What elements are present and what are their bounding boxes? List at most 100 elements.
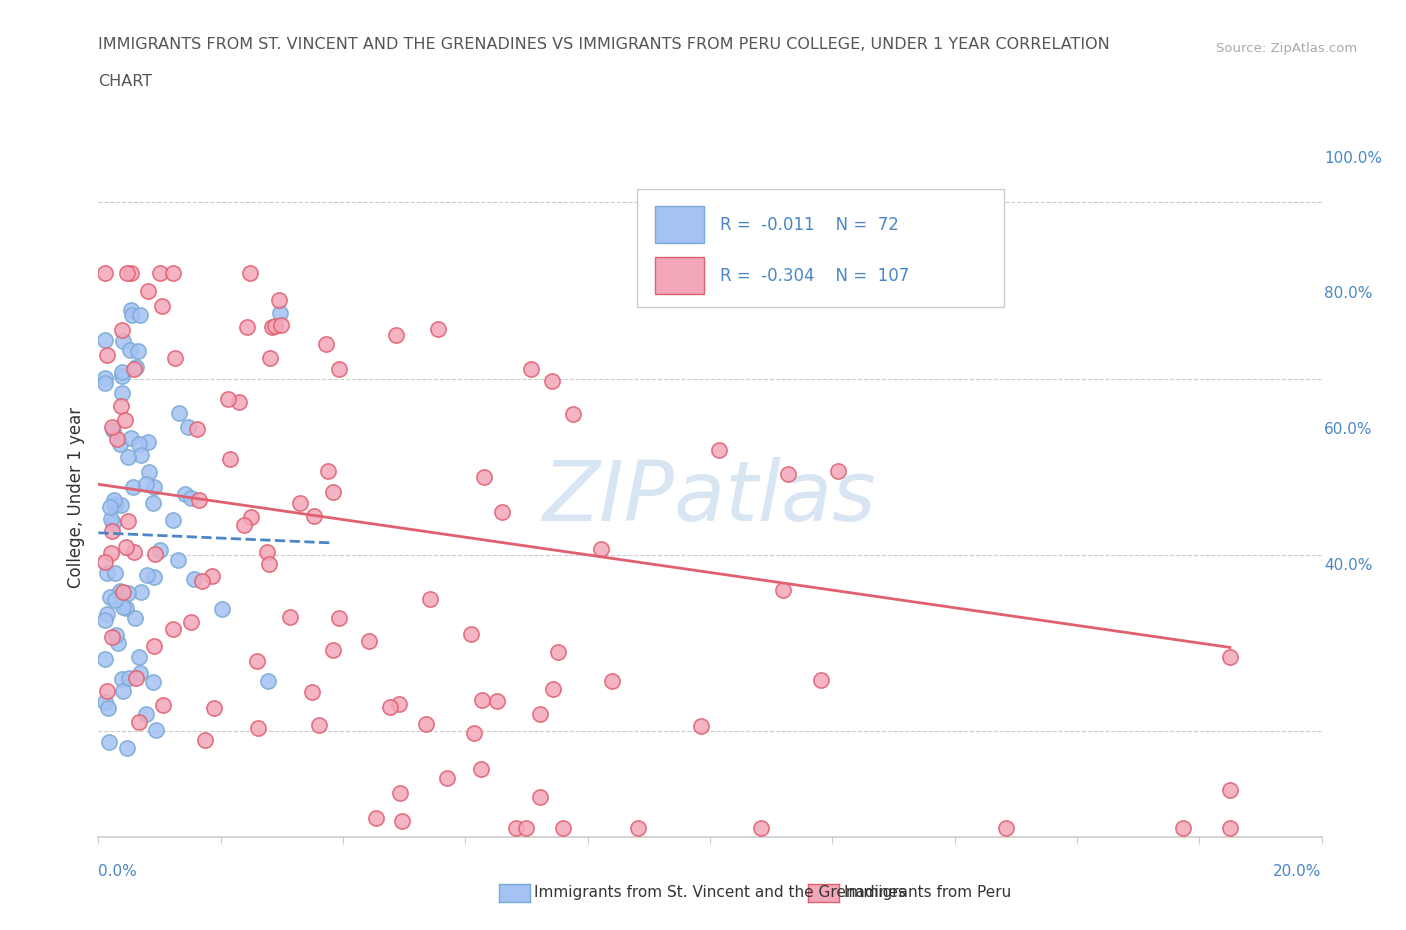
- Point: [142, 675, 165, 690]
- Point: [200, 568, 222, 583]
- Point: [217, 392, 239, 406]
- Point: [169, 405, 191, 420]
- Point: [104, 592, 127, 607]
- Point: [749, 821, 772, 836]
- Point: [111, 671, 134, 686]
- Point: [239, 265, 262, 280]
- Point: [96, 607, 118, 622]
- Point: [591, 541, 613, 556]
- Point: [122, 545, 145, 560]
- Point: [257, 556, 280, 571]
- Point: [103, 493, 125, 508]
- Point: [93, 651, 115, 666]
- Point: [128, 436, 150, 451]
- Point: [689, 719, 711, 734]
- Point: [191, 574, 214, 589]
- Point: [117, 585, 139, 600]
- Point: [100, 512, 122, 526]
- Point: [316, 463, 339, 478]
- Point: [101, 419, 124, 434]
- Point: [529, 790, 551, 804]
- Point: [97, 700, 120, 715]
- Point: [486, 694, 509, 709]
- Point: [183, 572, 205, 587]
- Point: [115, 539, 138, 554]
- Bar: [655, 206, 704, 243]
- Point: [529, 707, 551, 722]
- Point: [93, 332, 115, 347]
- Point: [256, 674, 278, 689]
- Point: [328, 362, 350, 377]
- Point: [256, 545, 278, 560]
- Point: [128, 650, 150, 665]
- Point: [107, 635, 129, 650]
- Point: [108, 436, 131, 451]
- Point: [96, 565, 118, 580]
- Point: [419, 591, 441, 606]
- Point: [93, 370, 115, 385]
- Point: [246, 654, 269, 669]
- Point: [98, 735, 121, 750]
- Point: [1219, 650, 1241, 665]
- Point: [385, 327, 408, 342]
- Point: [491, 504, 513, 519]
- Point: [378, 699, 401, 714]
- Point: [551, 821, 574, 836]
- Point: [391, 814, 413, 829]
- Point: [101, 630, 124, 644]
- Point: [135, 707, 157, 722]
- Point: [108, 584, 131, 599]
- Point: [541, 682, 564, 697]
- Point: [138, 284, 160, 299]
- Point: [228, 394, 250, 409]
- Bar: [655, 257, 704, 294]
- Point: [315, 337, 337, 352]
- Point: [152, 698, 174, 712]
- Point: [127, 344, 149, 359]
- Point: [173, 486, 195, 501]
- Point: [547, 644, 569, 659]
- Point: [602, 674, 624, 689]
- Point: [810, 672, 832, 687]
- Point: [101, 422, 124, 437]
- Point: [131, 584, 153, 599]
- Point: [110, 399, 132, 414]
- Text: 20.0%: 20.0%: [1274, 864, 1322, 879]
- Point: [111, 585, 134, 600]
- Point: [100, 545, 122, 560]
- Point: [138, 465, 160, 480]
- Point: [515, 821, 537, 836]
- Point: [471, 693, 494, 708]
- Point: [128, 715, 150, 730]
- Point: [105, 628, 128, 643]
- Point: [145, 547, 167, 562]
- Text: 40.0%: 40.0%: [1324, 558, 1372, 573]
- Point: [240, 510, 263, 525]
- Point: [115, 740, 138, 755]
- Point: [280, 609, 302, 624]
- Point: [269, 306, 291, 321]
- Point: [218, 452, 240, 467]
- Point: [135, 476, 157, 491]
- Point: [1219, 821, 1241, 836]
- Point: [149, 543, 172, 558]
- Point: [262, 319, 284, 334]
- Text: 60.0%: 60.0%: [1324, 422, 1372, 437]
- Point: [308, 717, 330, 732]
- Point: [98, 590, 121, 604]
- Point: [93, 376, 115, 391]
- Point: [472, 470, 495, 485]
- Point: [117, 450, 139, 465]
- Point: [93, 613, 115, 628]
- Text: 0.0%: 0.0%: [98, 864, 138, 879]
- Point: [388, 697, 411, 711]
- Point: [110, 498, 132, 512]
- Text: CHART: CHART: [98, 74, 152, 89]
- Point: [125, 671, 148, 685]
- Point: [118, 671, 141, 685]
- Point: [149, 265, 172, 280]
- Point: [142, 480, 165, 495]
- Point: [111, 323, 134, 338]
- Point: [145, 723, 167, 737]
- Point: [117, 514, 139, 529]
